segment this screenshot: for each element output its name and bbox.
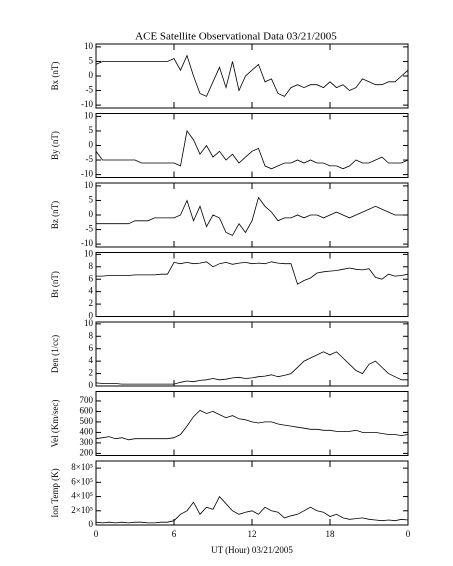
y-tick-label: 5 [89,125,94,135]
y-axis-label: By (nT) [50,131,60,160]
y-tick-label: -5 [86,85,94,95]
y-tick-label: 600 [80,405,94,415]
y-axis-label: Bt (nT) [50,271,60,298]
y-axis-label: Bz (nT) [50,201,60,229]
data-line [95,495,409,524]
y-tick-label: -10 [81,169,93,179]
y-tick-label: 4 [89,286,94,296]
y-tick-label: 0 [89,209,94,219]
y-tick-label: 200 [80,447,94,457]
y-tick-label: 2 [89,368,94,378]
y-axis-label: Vel (Km/sec) [50,400,60,448]
data-line [95,409,409,441]
y-tick-label: 5 [89,56,94,66]
x-axis-label: UT (Hour) 03/21/2005 [211,545,293,555]
x-tick-label: 0 [406,529,411,539]
y-tick-label: -5 [86,154,94,164]
y-tick-label: 10 [84,180,94,190]
data-line [95,130,409,170]
x-tick-label: 6 [172,529,177,539]
y-tick-label: 2×10⁵ [71,505,93,515]
y-tick-label: 5 [89,195,94,205]
y-tick-label: 8 [89,330,94,340]
y-tick-label: 10 [84,248,94,258]
y-tick-label: 500 [80,416,94,426]
y-tick-label: 10 [84,318,94,328]
y-tick-label: 0 [89,519,94,529]
data-line [96,261,409,285]
y-tick-label: 300 [80,437,94,447]
y-tick-label: -10 [81,99,93,109]
y-tick-label: 8×10⁵ [71,462,93,472]
y-tick-label: 2 [89,298,94,308]
y-axis-label: Den (1/cc) [50,335,60,373]
y-tick-label: 0 [89,140,94,150]
y-tick-label: -10 [81,238,93,248]
y-tick-label: 0 [89,70,94,80]
y-axis-label: Bx (nT) [50,62,60,91]
y-tick-label: 0 [89,380,94,390]
y-tick-label: 700 [80,395,94,405]
data-line [95,54,409,97]
data-line [95,351,408,385]
y-tick-label: 10 [84,110,94,120]
y-tick-label: 8 [89,261,94,271]
y-tick-label: 400 [80,426,94,436]
y-axis-label: Ion Temp (K) [50,468,60,517]
chart-title: ACE Satellite Observational Data 03/21/2… [135,31,337,43]
y-tick-label: -5 [86,224,94,234]
y-tick-label: 6 [89,343,94,353]
y-tick-label: 6 [89,273,94,283]
y-tick-label: 10 [84,41,94,51]
y-tick-label: 4 [89,355,94,365]
x-tick-label: 12 [248,529,257,539]
y-tick-label: 0 [89,311,94,321]
y-tick-label: 6×10⁵ [71,476,93,486]
data-line [96,196,408,236]
x-tick-label: 0 [94,529,99,539]
y-tick-label: 4×10⁵ [71,491,93,501]
x-tick-label: 18 [326,529,336,539]
